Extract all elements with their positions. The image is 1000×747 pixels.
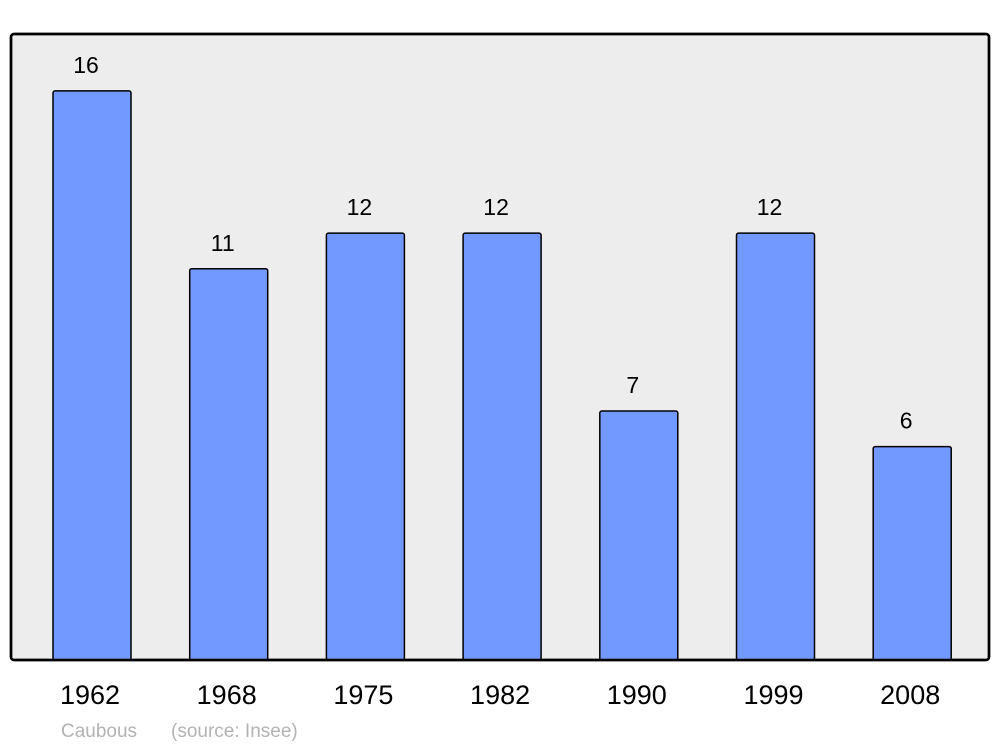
data-label-1982: 12: [483, 194, 509, 220]
x-tick-label-1975: 1975: [333, 680, 393, 710]
x-tick-label-1982: 1982: [470, 680, 530, 710]
bar-1962: [52, 90, 132, 661]
x-tick-label-1990: 1990: [607, 680, 667, 710]
bar-2008: [872, 445, 952, 661]
bar-1975: [325, 232, 406, 661]
data-label-1975: 12: [347, 194, 373, 220]
caption-source: (source: Insee): [171, 721, 298, 742]
plot-border: [9, 32, 991, 662]
x-tick-label-1968: 1968: [197, 680, 257, 710]
data-label-1999: 12: [757, 194, 783, 220]
bar-1982: [462, 232, 542, 661]
x-tick-label-1962: 1962: [60, 680, 120, 710]
data-label-1962: 16: [73, 52, 99, 78]
data-label-1968: 11: [211, 230, 235, 256]
x-tick-label-2008: 2008: [880, 680, 940, 710]
data-label-2008: 6: [900, 408, 913, 434]
x-tick-label-1999: 1999: [743, 680, 803, 710]
bar-1968: [188, 268, 269, 661]
data-label-1990: 7: [626, 372, 639, 398]
bar-1999: [735, 232, 816, 661]
caption-place: Caubous: [61, 721, 137, 742]
bar-1990: [599, 410, 679, 661]
